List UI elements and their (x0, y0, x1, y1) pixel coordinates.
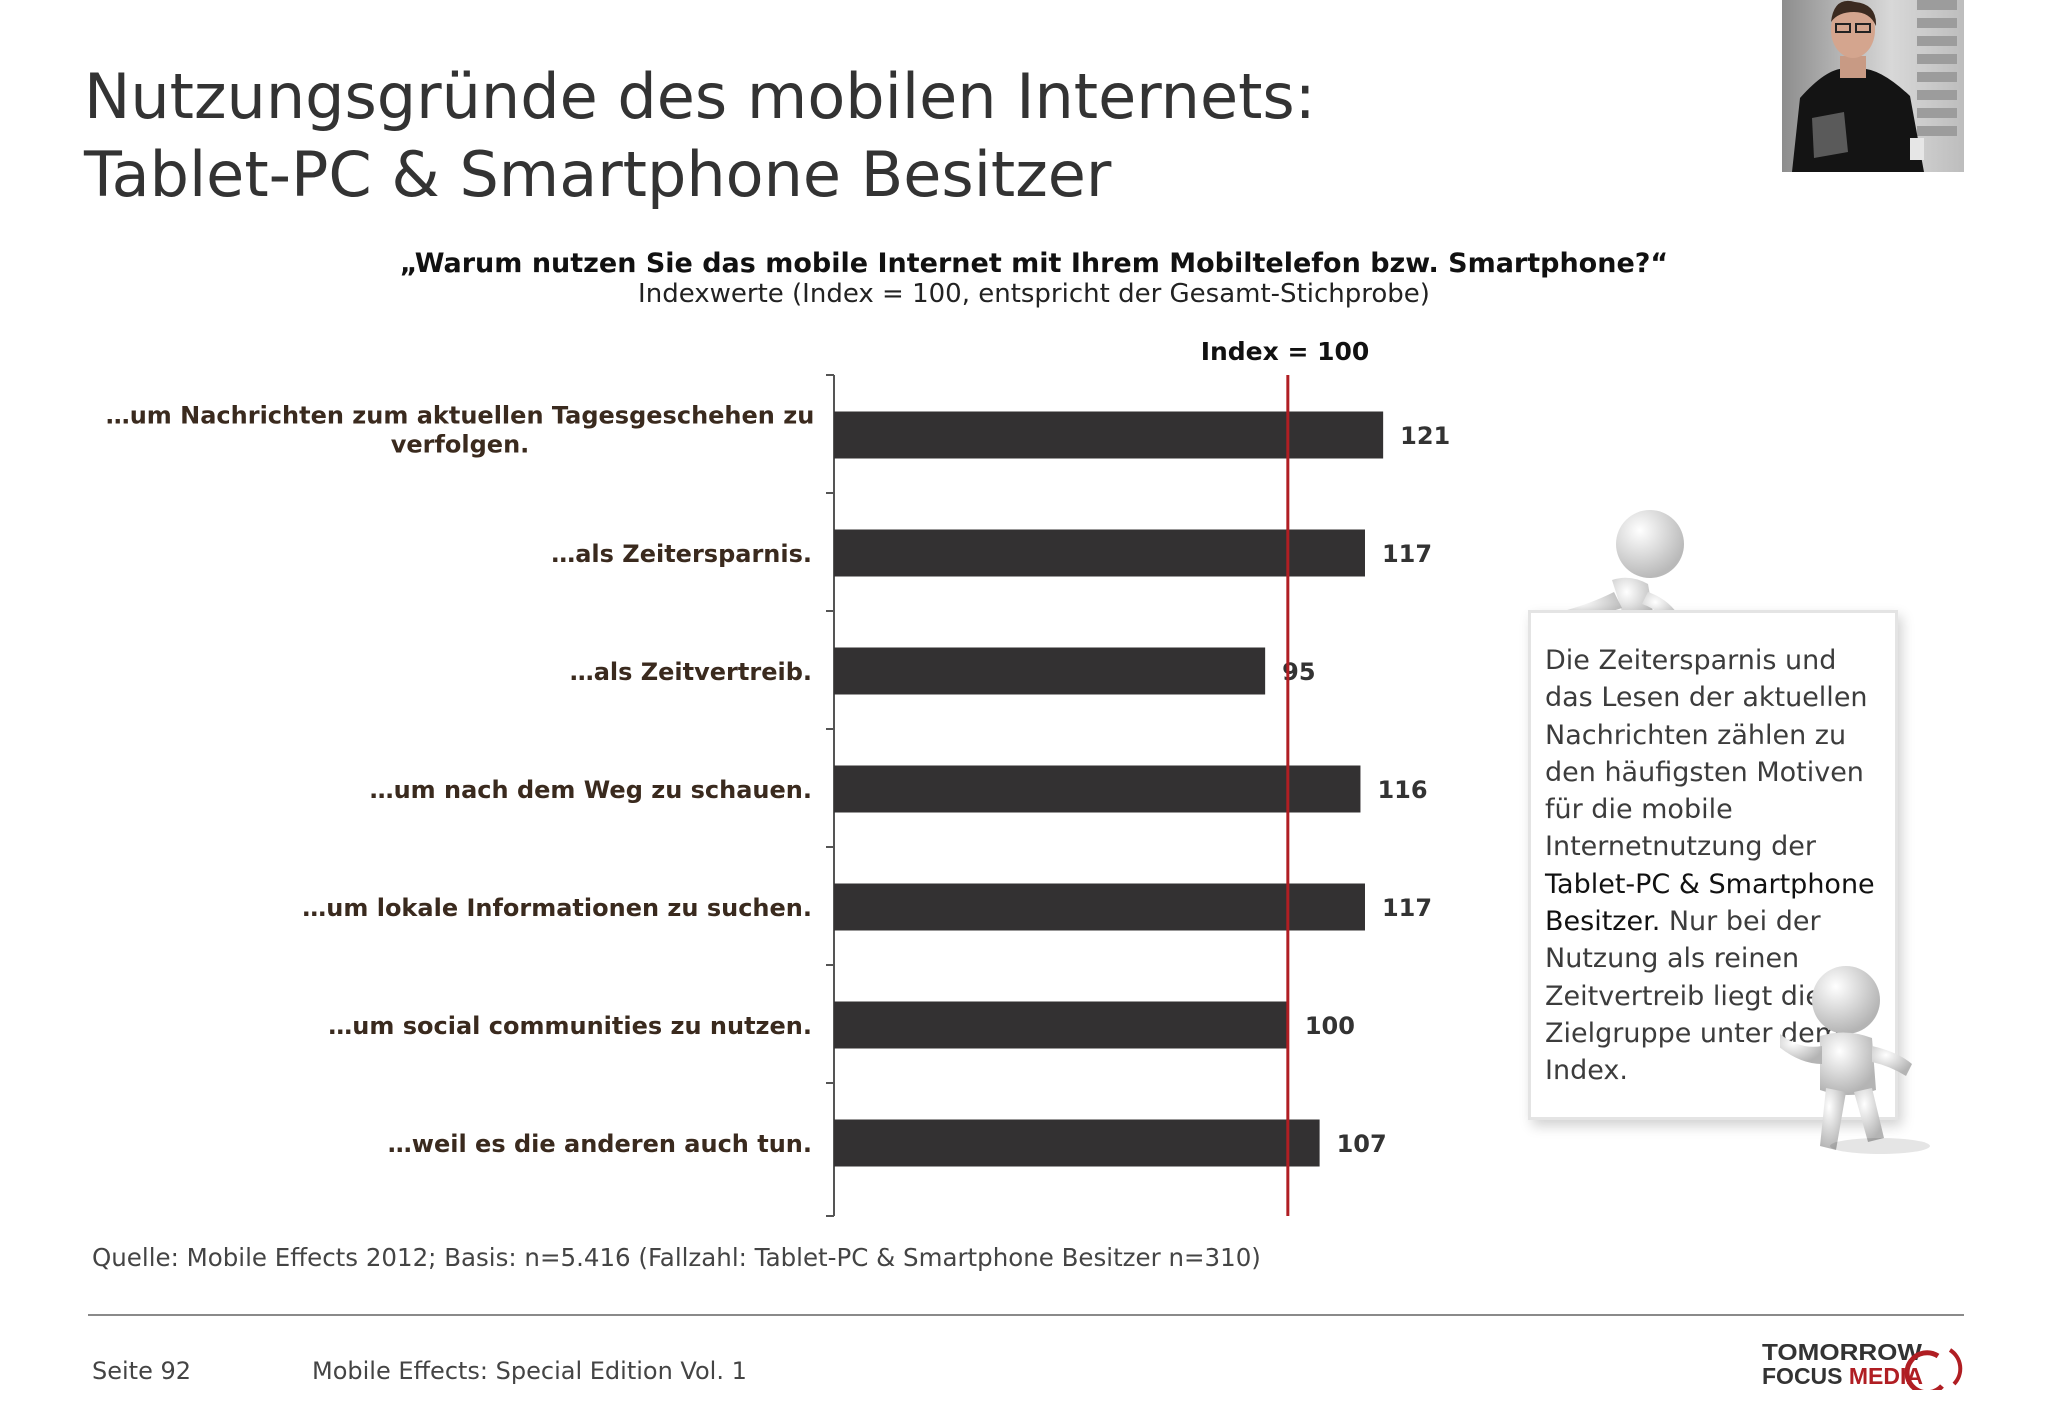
category-label-line: …um Nachrichten zum aktuellen Tagesgesch… (106, 402, 815, 430)
3d-white-figure-presenting-icon (1780, 966, 1930, 1154)
slide-title: Nutzungsgründe des mobilen Internets: Ta… (84, 58, 1316, 214)
bar-value-label: 117 (1382, 894, 1432, 922)
bar-value-label: 107 (1337, 1130, 1387, 1158)
chart-bar (834, 883, 1365, 931)
chart-question: „Warum nutzen Sie das mobile Internet mi… (399, 248, 1669, 279)
category-label-line: …um lokale Informationen zu suchen. (302, 894, 812, 922)
category-label: …um social communities zu nutzen. (328, 1012, 812, 1040)
source-note: Quelle: Mobile Effects 2012; Basis: n=5.… (92, 1243, 1261, 1272)
bar-value-label: 121 (1400, 422, 1450, 450)
bar-value-label: 116 (1377, 776, 1427, 804)
category-label: …um nach dem Weg zu schauen. (370, 776, 812, 804)
bar-value-label: 100 (1305, 1012, 1355, 1040)
category-label: …um Nachrichten zum aktuellen Tagesgesch… (106, 402, 815, 459)
index-reference-label: Index = 100 (1200, 337, 1370, 366)
chart-subtitle: Indexwerte (Index = 100, entspricht der … (638, 279, 1430, 309)
category-label: …als Zeitersparnis. (551, 540, 812, 568)
category-label: …als Zeitvertreib. (570, 658, 812, 686)
page-number: Seite 92 (92, 1357, 192, 1385)
chart-bar (834, 1001, 1288, 1049)
chart-bar (834, 1119, 1320, 1167)
logo-line-2-focus: FOCUS (1762, 1363, 1849, 1389)
tomorrow-focus-media-logo: TOMORROW FOCUS MEDIA (1762, 1339, 1963, 1390)
callout-text-part-2: Tablet-PC & Smartphone Besitzer. (1545, 868, 1875, 938)
category-label-line: …als Zeitersparnis. (551, 540, 812, 568)
category-label: …weil es die anderen auch tun. (388, 1130, 812, 1158)
businessman-with-tablet-photo (1782, 0, 1964, 172)
category-label-line: …als Zeitvertreib. (570, 658, 812, 686)
category-label-line: …um nach dem Weg zu schauen. (370, 776, 812, 804)
chart-bar (834, 647, 1266, 695)
bar-value-label: 117 (1382, 540, 1432, 568)
category-label-line: verfolgen. (391, 431, 530, 459)
chart-bar (834, 765, 1361, 813)
logo-line-1: TOMORROW (1762, 1339, 1922, 1365)
slide-title-line-1: Nutzungsgründe des mobilen Internets: (84, 60, 1316, 133)
category-label-line: …weil es die anderen auch tun. (388, 1130, 812, 1158)
logo-line-2: FOCUS MEDIA (1762, 1363, 1923, 1389)
callout-text-part-1: Die Zeitersparnis und das Lesen der aktu… (1545, 645, 1868, 863)
footer-divider (88, 1314, 1964, 1316)
chart-bar (834, 529, 1365, 577)
edition-label: Mobile Effects: Special Edition Vol. 1 (312, 1357, 747, 1385)
category-label-line: …um social communities zu nutzen. (328, 1012, 812, 1040)
chart-bar (834, 411, 1384, 459)
callout-text: Die Zeitersparnis und das Lesen der aktu… (1545, 642, 1885, 1090)
category-label: …um lokale Informationen zu suchen. (302, 894, 812, 922)
slide-title-line-2: Tablet-PC & Smartphone Besitzer (84, 138, 1112, 211)
